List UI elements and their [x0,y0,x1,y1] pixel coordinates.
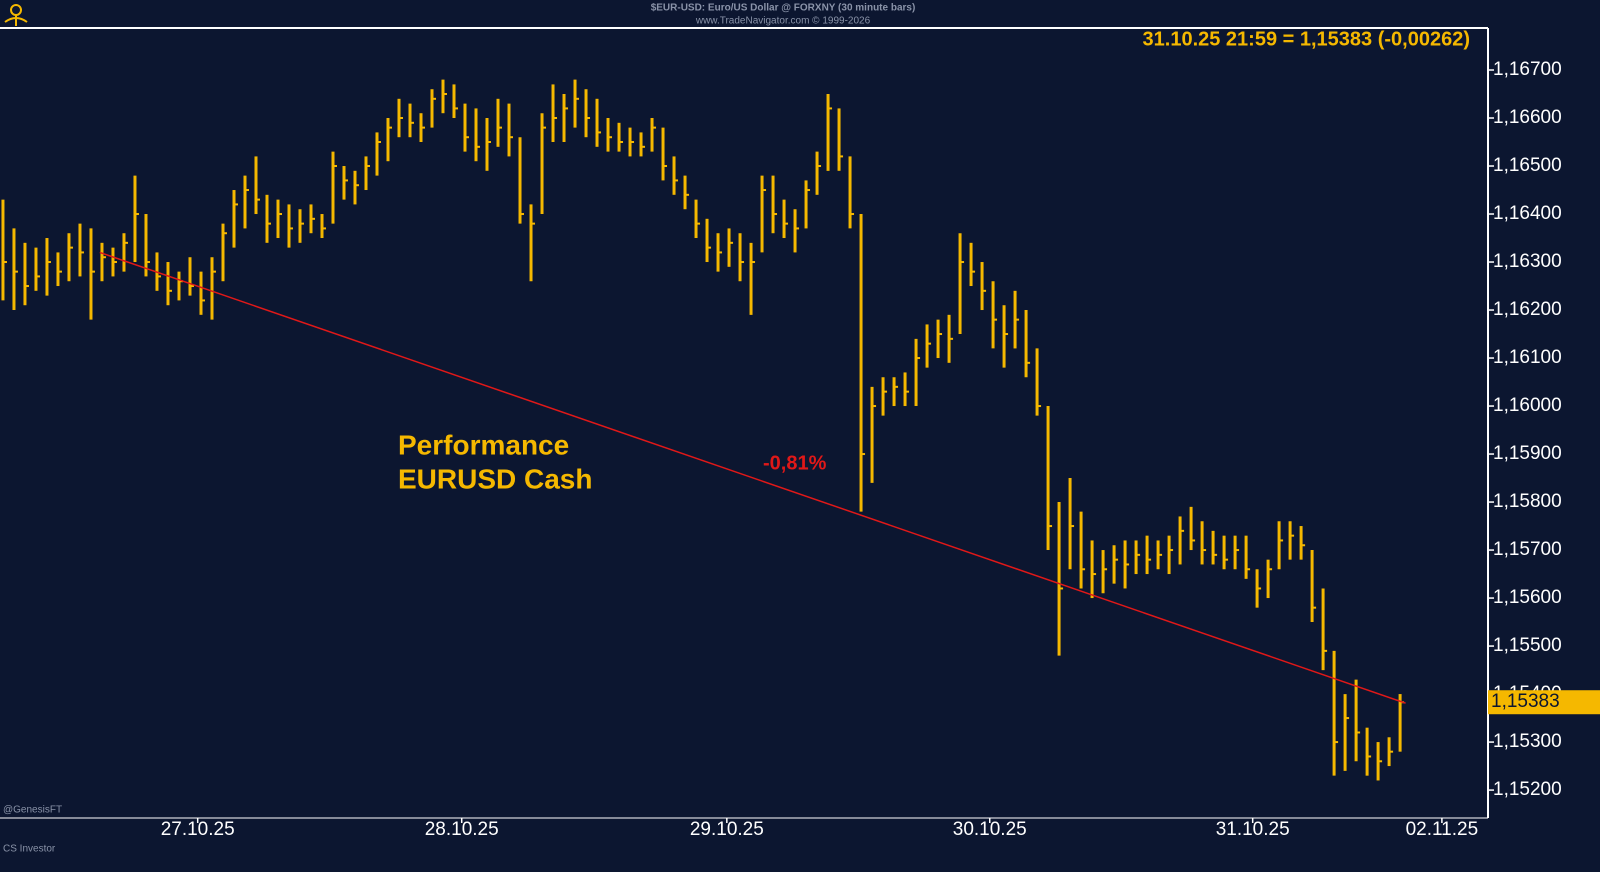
footer: CS Investor [3,844,56,855]
x-tick-label: 27.10.25 [161,819,235,840]
logo [4,4,28,26]
y-tick-label: 1,16100 [1493,347,1562,368]
plot-area [1,79,1406,781]
y-tick-label: 1,15800 [1493,491,1562,512]
chart-subtitle: www.TradeNavigator.com © 1999-2026 [695,16,871,27]
y-tick-label: 1,16200 [1493,299,1562,320]
x-tick-label: 31.10.25 [1216,819,1290,840]
annotation-subtitle: EURUSD Cash [398,463,592,494]
y-tick-label: 1,16300 [1493,251,1562,272]
y-tick-label: 1,16400 [1493,203,1562,224]
y-tick-label: 1,15500 [1493,635,1562,656]
y-tick-label: 1,15600 [1493,587,1562,608]
x-tick-label: 29.10.25 [690,819,764,840]
logo-anchor [4,14,28,26]
y-tick-label: 1,16700 [1493,59,1562,80]
trend-label: -0,81% [763,452,827,474]
watermark: @GenesisFT [3,805,62,816]
x-tick-label: 02.11.25 [1406,819,1479,840]
y-tick-label: 1,15900 [1493,443,1562,464]
chart-title: $EUR-USD: Euro/US Dollar @ FORXNY (30 mi… [651,3,916,14]
annotation-title: Performance [398,429,569,460]
last-price-label: 1,15383 [1491,691,1560,712]
last-price-tag [1488,690,1600,715]
x-tick-label: 30.10.25 [953,819,1027,840]
y-tick-label: 1,15300 [1493,731,1562,752]
y-tick-label: 1,15700 [1493,539,1562,560]
y-tick-label: 1,15200 [1493,779,1562,800]
x-tick-label: 28.10.25 [425,819,499,840]
y-tick-label: 1,16000 [1493,395,1562,416]
header-label: 31.10.25 21:59 = 1,15383 (-0,00262) [1143,28,1470,50]
trend-line [99,251,1406,704]
y-tick-label: 1,16600 [1493,107,1562,128]
y-tick-label: 1,16500 [1493,155,1562,176]
